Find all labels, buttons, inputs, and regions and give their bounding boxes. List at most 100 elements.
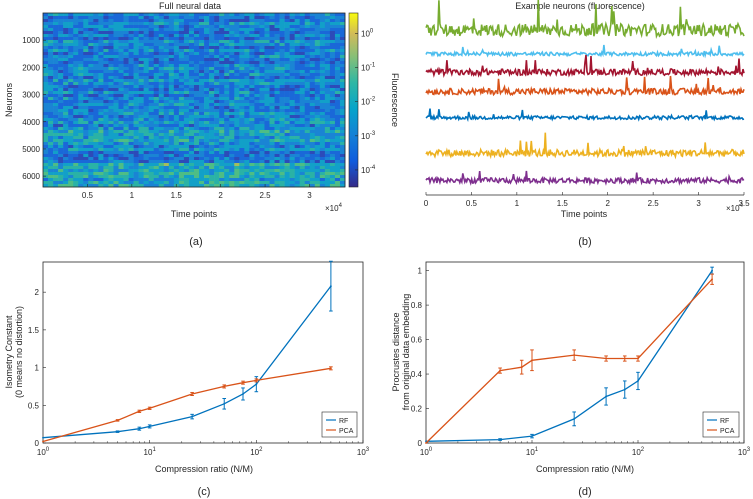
heatmap-cell xyxy=(324,136,331,140)
heatmap-cell xyxy=(229,118,235,122)
heatmap-cell xyxy=(133,88,139,92)
heatmap-cell xyxy=(128,97,134,101)
heatmap-cell xyxy=(289,148,295,152)
heatmap-cell xyxy=(339,49,346,53)
heatmap-cell xyxy=(324,31,331,35)
heatmap-cell xyxy=(48,82,54,86)
heatmap-cell xyxy=(244,22,250,26)
heatmap-cell xyxy=(183,16,190,20)
panel-d-axes-box xyxy=(425,261,745,444)
heatmap-cell xyxy=(294,130,300,134)
heatmap-cell xyxy=(289,118,295,122)
heatmap-cell xyxy=(88,76,94,80)
heatmap-cell xyxy=(274,106,280,110)
heatmap-cell xyxy=(183,94,190,98)
heatmap-cell xyxy=(153,46,160,50)
heatmap-cell xyxy=(264,16,270,20)
heatmap-cell xyxy=(128,94,134,98)
heatmap-cell xyxy=(53,127,59,131)
heatmap-cell xyxy=(239,100,245,104)
heatmap-cell xyxy=(234,82,240,86)
heatmap-cell xyxy=(284,94,290,98)
heatmap-cell xyxy=(319,163,326,167)
heatmap-cell xyxy=(204,22,210,26)
heatmap-cell xyxy=(229,142,235,146)
heatmap-cell xyxy=(108,172,114,176)
heatmap-cell xyxy=(178,166,185,170)
heatmap-cell xyxy=(188,16,195,20)
heatmap-cell xyxy=(279,133,285,137)
heatmap-cell xyxy=(63,73,69,77)
heatmap-cell xyxy=(188,58,195,62)
heatmap-cell xyxy=(173,73,180,77)
heatmap-cell xyxy=(194,43,200,47)
heatmap-cell xyxy=(279,184,285,188)
heatmap-cell xyxy=(148,22,155,26)
panel-d-xlabel: Compression ratio (N/M) xyxy=(536,464,634,474)
heatmap-cell xyxy=(229,82,235,86)
heatmap-cell xyxy=(254,142,260,146)
heatmap-cell xyxy=(214,25,220,29)
heatmap-cell xyxy=(259,19,265,23)
heatmap-cell xyxy=(269,148,275,152)
heatmap-cell xyxy=(214,130,220,134)
data-point xyxy=(329,285,332,288)
heatmap-cell xyxy=(314,52,321,56)
heatmap-cell xyxy=(304,109,311,113)
heatmap-cell xyxy=(239,79,245,83)
heatmap-cell xyxy=(138,112,144,116)
heatmap-cell xyxy=(83,178,89,182)
heatmap-cell xyxy=(78,166,84,170)
heatmap-cell xyxy=(254,178,260,182)
heatmap-cell xyxy=(148,19,155,23)
heatmap-cell xyxy=(299,172,306,176)
heatmap-cell xyxy=(339,157,346,161)
heatmap-cell xyxy=(173,109,180,113)
data-point xyxy=(637,380,639,382)
heatmap-cell xyxy=(73,22,79,26)
heatmap-cell xyxy=(73,175,79,179)
heatmap-cell xyxy=(83,97,89,101)
heatmap-cell xyxy=(63,157,69,161)
heatmap-cell xyxy=(143,61,149,65)
heatmap-cell xyxy=(133,40,139,44)
heatmap-cell xyxy=(98,145,104,149)
heatmap-cell xyxy=(98,97,104,101)
heatmap-cell xyxy=(98,22,104,26)
heatmap-cell xyxy=(58,64,64,68)
heatmap-cell xyxy=(219,133,225,137)
heatmap-cell xyxy=(88,160,94,164)
heatmap-cell xyxy=(249,58,255,62)
heatmap-cell xyxy=(183,82,190,86)
heatmap-cell xyxy=(63,154,69,158)
heatmap-cell xyxy=(88,82,94,86)
heatmap-cells xyxy=(43,13,346,188)
heatmap-cell xyxy=(314,55,321,59)
heatmap-cell xyxy=(334,121,341,125)
heatmap-cell xyxy=(68,142,74,146)
heatmap-cell xyxy=(214,139,220,143)
heatmap-cell xyxy=(224,112,230,116)
heatmap-cell xyxy=(173,118,180,122)
heatmap-cell xyxy=(118,184,124,188)
heatmap-cell xyxy=(199,166,205,170)
heatmap-cell xyxy=(214,43,220,47)
heatmap-cell xyxy=(148,37,155,41)
heatmap-cell xyxy=(108,46,114,50)
heatmap-cell xyxy=(113,127,119,131)
heatmap-cell xyxy=(58,61,64,65)
heatmap-cell xyxy=(133,91,139,95)
data-point xyxy=(499,369,501,372)
heatmap-cell xyxy=(249,19,255,23)
heatmap-cell xyxy=(103,130,109,134)
heatmap-cell xyxy=(168,133,175,137)
heatmap-cell xyxy=(183,40,190,44)
heatmap-cell xyxy=(103,22,109,26)
heatmap-cell xyxy=(118,136,124,140)
heatmap-cell xyxy=(339,130,346,134)
heatmap-cell xyxy=(128,58,134,62)
heatmap-cell xyxy=(284,121,290,125)
heatmap-cell xyxy=(239,169,245,173)
heatmap-cell xyxy=(173,100,180,104)
heatmap-cell xyxy=(163,40,170,44)
